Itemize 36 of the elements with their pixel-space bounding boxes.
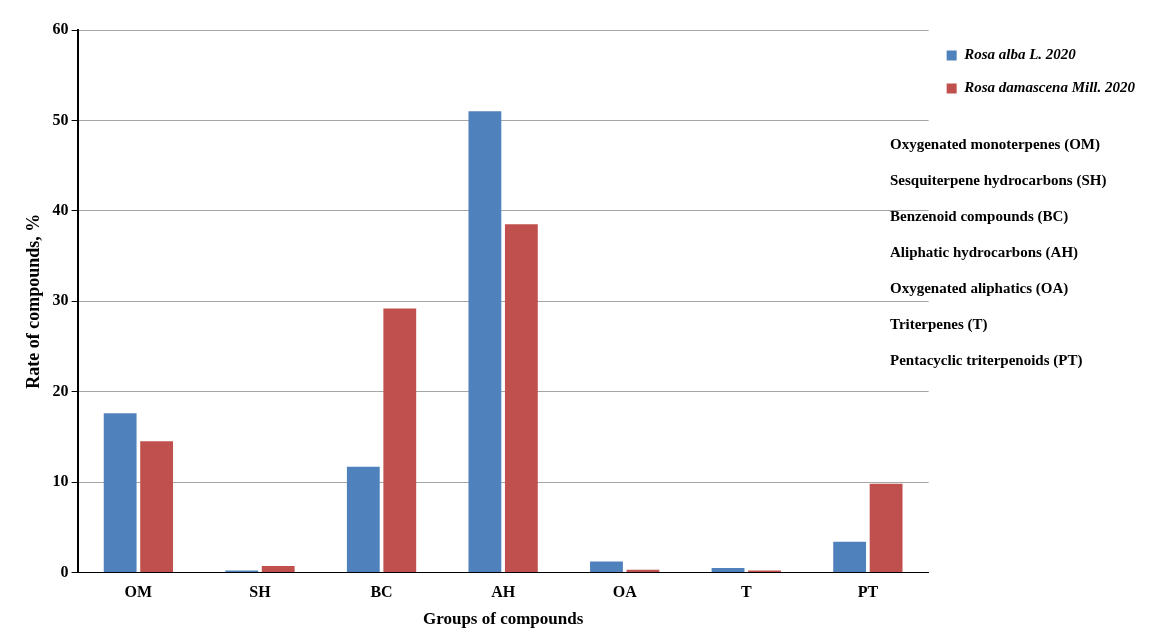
y-tick-label: 30 <box>52 291 69 309</box>
y-tick-label: 60 <box>52 20 69 38</box>
bar <box>103 413 137 572</box>
annotation: Triterpenes (T) <box>890 315 989 333</box>
x-tick-label: T <box>740 583 752 601</box>
annotation: Oxygenated monoterpenes (OM) <box>890 135 1101 153</box>
x-tick-label: BC <box>370 583 393 601</box>
bar <box>590 561 623 572</box>
y-tick-label: 20 <box>52 381 69 399</box>
annotation: Sesquiterpene hydrocarbons (SH) <box>890 171 1108 189</box>
bar <box>504 224 538 572</box>
bar <box>833 541 867 572</box>
bar <box>869 483 903 572</box>
x-tick-label: OA <box>612 583 638 601</box>
y-tick-label: 50 <box>52 110 69 128</box>
legend-label: Rosa damascena Mill. 2020 <box>963 79 1136 96</box>
bar <box>261 566 295 572</box>
bar <box>346 466 380 572</box>
bar <box>711 567 745 572</box>
x-tick-label: PT <box>857 583 879 601</box>
x-tick-label: SH <box>249 583 272 601</box>
bar <box>468 111 502 572</box>
x-axis-title: Groups of compounds <box>422 609 584 629</box>
x-tick-label: OM <box>124 583 153 601</box>
y-tick-label: 0 <box>60 562 69 580</box>
x-tick-label: AH <box>491 583 516 601</box>
bar <box>383 308 417 572</box>
y-tick-label: 10 <box>52 472 69 490</box>
annotation: Pentacyclic triterpenoids (PT) <box>890 351 1084 369</box>
annotation: Aliphatic hydrocarbons (AH) <box>890 243 1080 261</box>
bar <box>140 441 174 572</box>
y-axis-title: Rate of compounds, % <box>23 213 44 389</box>
annotation: Benzenoid compounds (BC) <box>890 207 1070 225</box>
annotation: Oxygenated aliphatics (OA) <box>890 279 1070 297</box>
y-tick-label: 40 <box>52 200 69 218</box>
legend-label: Rosa alba L. 2020 <box>963 46 1077 63</box>
